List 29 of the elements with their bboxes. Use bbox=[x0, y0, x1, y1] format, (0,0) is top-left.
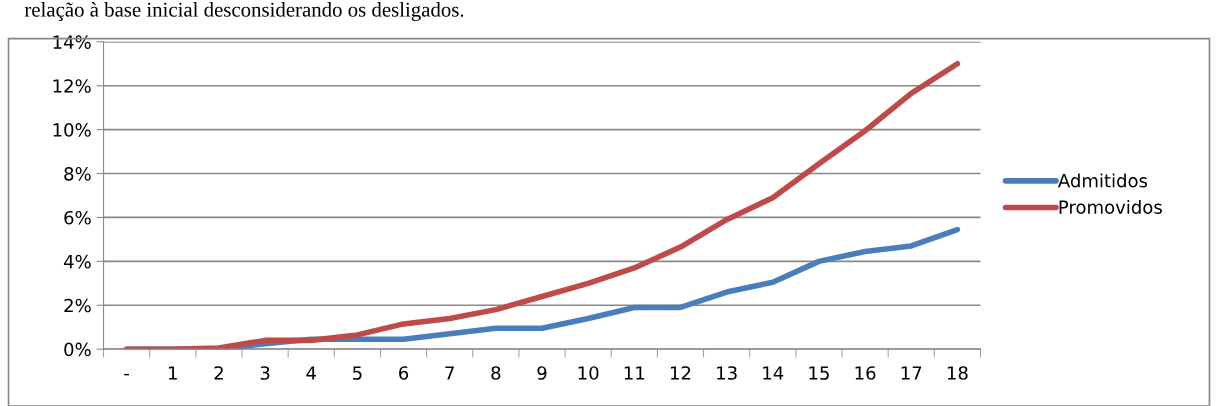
x-tick-label: 12 bbox=[670, 366, 691, 380]
x-tick-label: 17 bbox=[901, 366, 922, 380]
x-tick-label: 4 bbox=[306, 366, 316, 380]
x-tick-label: 10 bbox=[578, 366, 599, 380]
x-tick-label: 11 bbox=[624, 366, 645, 380]
y-tick-label: 10% bbox=[53, 123, 91, 137]
y-tick-label: 8% bbox=[64, 167, 91, 181]
x-tick-label: 7 bbox=[445, 366, 454, 380]
x-tick-label: 9 bbox=[537, 366, 547, 380]
x-tick-label: 2 bbox=[214, 366, 223, 380]
x-tick-label: 15 bbox=[809, 366, 829, 380]
text: relação à base inicial desconsiderando os desligados. bbox=[24, 2, 464, 22]
x-tick-label: - bbox=[124, 373, 129, 376]
x-tick-label: 6 bbox=[399, 366, 409, 380]
x-tick-label: 8 bbox=[491, 366, 501, 380]
legend-label: Promovidos bbox=[1059, 200, 1162, 214]
x-tick-label: 3 bbox=[260, 366, 270, 380]
x-tick-label: 5 bbox=[353, 366, 362, 380]
y-tick-label: 4% bbox=[63, 254, 91, 269]
x-tick-label: 18 bbox=[947, 366, 968, 380]
x-tick-label: 13 bbox=[717, 366, 737, 380]
y-tick-label: 2% bbox=[64, 298, 91, 313]
x-tick-label: 14 bbox=[763, 366, 784, 380]
x-tick-label: 1 bbox=[169, 366, 177, 380]
x-tick-label: 16 bbox=[855, 366, 876, 380]
y-tick-label: 0% bbox=[64, 342, 91, 357]
legend-label: Admitidos bbox=[1058, 173, 1148, 188]
y-tick-label: 6% bbox=[64, 210, 91, 225]
y-tick-label: 12% bbox=[53, 79, 91, 93]
